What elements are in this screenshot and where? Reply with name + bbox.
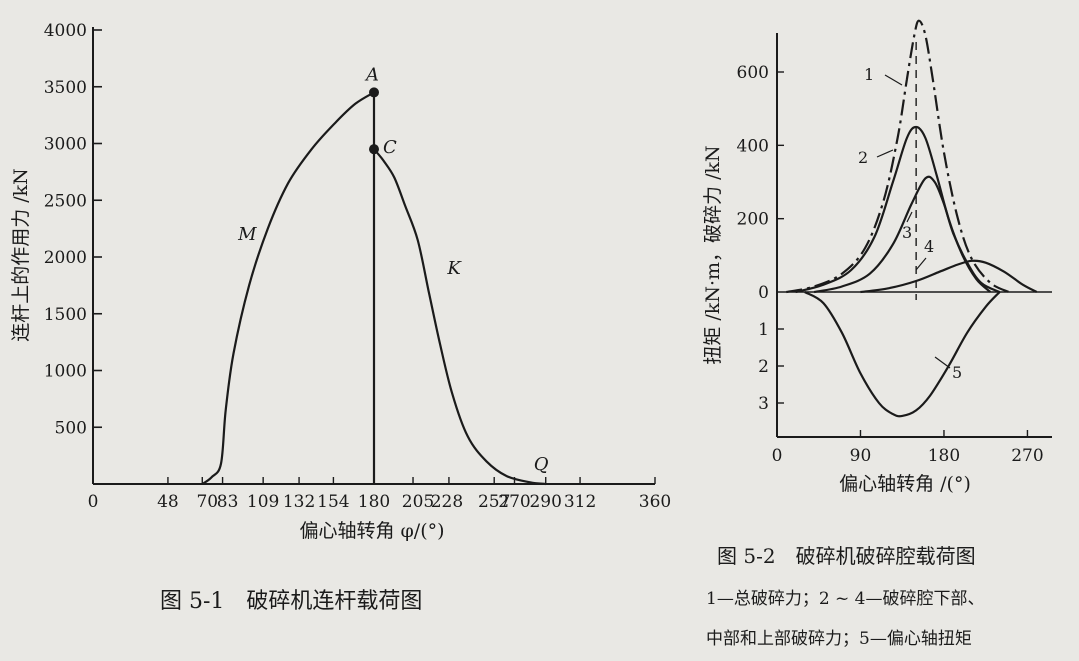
chart1-y-tick-label: 1000 xyxy=(44,362,87,382)
chart2-y-axis-title: 扭矩 /kN·m，破碎力 /kN xyxy=(702,145,724,364)
chart2-x-tick-label: 270 xyxy=(1011,446,1043,466)
chart2-x-tick-label: 180 xyxy=(928,446,960,466)
chart1-point-label-c: C xyxy=(383,137,397,158)
chart2-series-1 xyxy=(786,19,1010,294)
chart1-y-tick-label: 4000 xyxy=(44,21,87,41)
chart1-curve-label-k: K xyxy=(446,258,462,279)
chart1-x-tick-label: 205 xyxy=(402,492,434,512)
chart2-series-2 xyxy=(795,125,992,294)
chart1-series-M xyxy=(201,91,375,485)
chart2-legend-line-1: 1—总破碎力；2 ~ 4—破碎腔下部、 xyxy=(706,589,985,609)
chart2-series-1-label: 1 xyxy=(864,65,874,84)
chart2-series-5-leader xyxy=(934,356,951,369)
chart2-torque-tick-label: 2 xyxy=(758,357,769,377)
chart1-caption: 图 5-1 破碎机连杆载荷图 xyxy=(160,589,423,614)
chart2-caption: 图 5-2 破碎机破碎腔载荷图 xyxy=(717,544,976,568)
chart1-x-tick-label: 270 xyxy=(498,492,530,512)
chart2-series-5-label: 5 xyxy=(952,363,962,382)
chart2-series-3-leader xyxy=(906,211,913,223)
chart2-x-tick-label: 0 xyxy=(772,446,783,466)
chart1-x-tick-label: 312 xyxy=(564,492,596,512)
chart2-x-axis-title: 偏心轴转角 /(°) xyxy=(839,473,971,495)
chart1-x-tick-label: 70 xyxy=(196,492,218,512)
chart2-series-4-leader xyxy=(915,257,927,271)
chart1-curve-label-m: M xyxy=(237,224,257,245)
chart2-x-tick-label: 90 xyxy=(850,446,872,466)
chart2-torque-tick-label: 1 xyxy=(758,320,769,340)
chart1-x-tick-label: 132 xyxy=(283,492,315,512)
chart1-y-tick-label: 500 xyxy=(55,418,87,438)
chart1-y-tick-label: 1500 xyxy=(44,305,87,325)
chart1-x-tick-label: 257 xyxy=(478,492,510,512)
chart2-torque-tick-label: 3 xyxy=(758,394,769,414)
chart1-point-c xyxy=(369,144,379,155)
chart1-series-K xyxy=(373,148,546,486)
chart1-x-tick-label: 290 xyxy=(529,492,561,512)
chart2-legend-line-2: 中部和上部破碎力；5—偏心轴扭矩 xyxy=(706,629,972,649)
chart1-y-tick-label: 2500 xyxy=(44,191,87,211)
chart2-series-3-label: 3 xyxy=(902,223,912,242)
chart2-force-tick-label: 400 xyxy=(737,136,769,156)
chart1-x-tick-label: 228 xyxy=(431,492,463,512)
chart1-x-tick-label: 83 xyxy=(217,492,239,512)
chart2-series-5 xyxy=(804,291,1001,418)
chart1-x-tick-label: 154 xyxy=(317,492,349,512)
chart1-x-tick-label: 109 xyxy=(247,492,279,512)
chart1-point-a xyxy=(369,87,379,98)
chart1-y-tick-label: 3500 xyxy=(44,78,87,98)
chart1-y-tick-label: 3000 xyxy=(44,135,87,155)
chart1-x-tick-label: 0 xyxy=(88,492,99,512)
chart2-series-2-leader xyxy=(876,149,894,158)
chart1-x-tick-label: 180 xyxy=(358,492,390,512)
chart2-series-1-leader xyxy=(884,74,903,86)
chart2-force-tick-label: 0 xyxy=(758,283,769,303)
chart1-x-tick-label: 48 xyxy=(157,492,179,512)
chart1-y-axis-title: 连杆上的作用力 /kN xyxy=(10,168,32,342)
chart2-series-4-label: 4 xyxy=(924,237,934,256)
chart2-series-4 xyxy=(860,259,1038,294)
chart2-series-2-label: 2 xyxy=(858,148,868,167)
chart1-x-axis-title: 偏心轴转角 φ/(°) xyxy=(299,520,444,542)
chart1-y-tick-label: 2000 xyxy=(44,248,87,268)
chart2-force-tick-label: 600 xyxy=(737,63,769,83)
chart1-point-label-a: A xyxy=(364,64,379,85)
chart1-annotation-q: Q xyxy=(534,454,549,475)
chart2-series-3 xyxy=(813,175,1001,294)
chart2-force-tick-label: 200 xyxy=(737,210,769,230)
chart1-x-tick-label: 360 xyxy=(639,492,671,512)
